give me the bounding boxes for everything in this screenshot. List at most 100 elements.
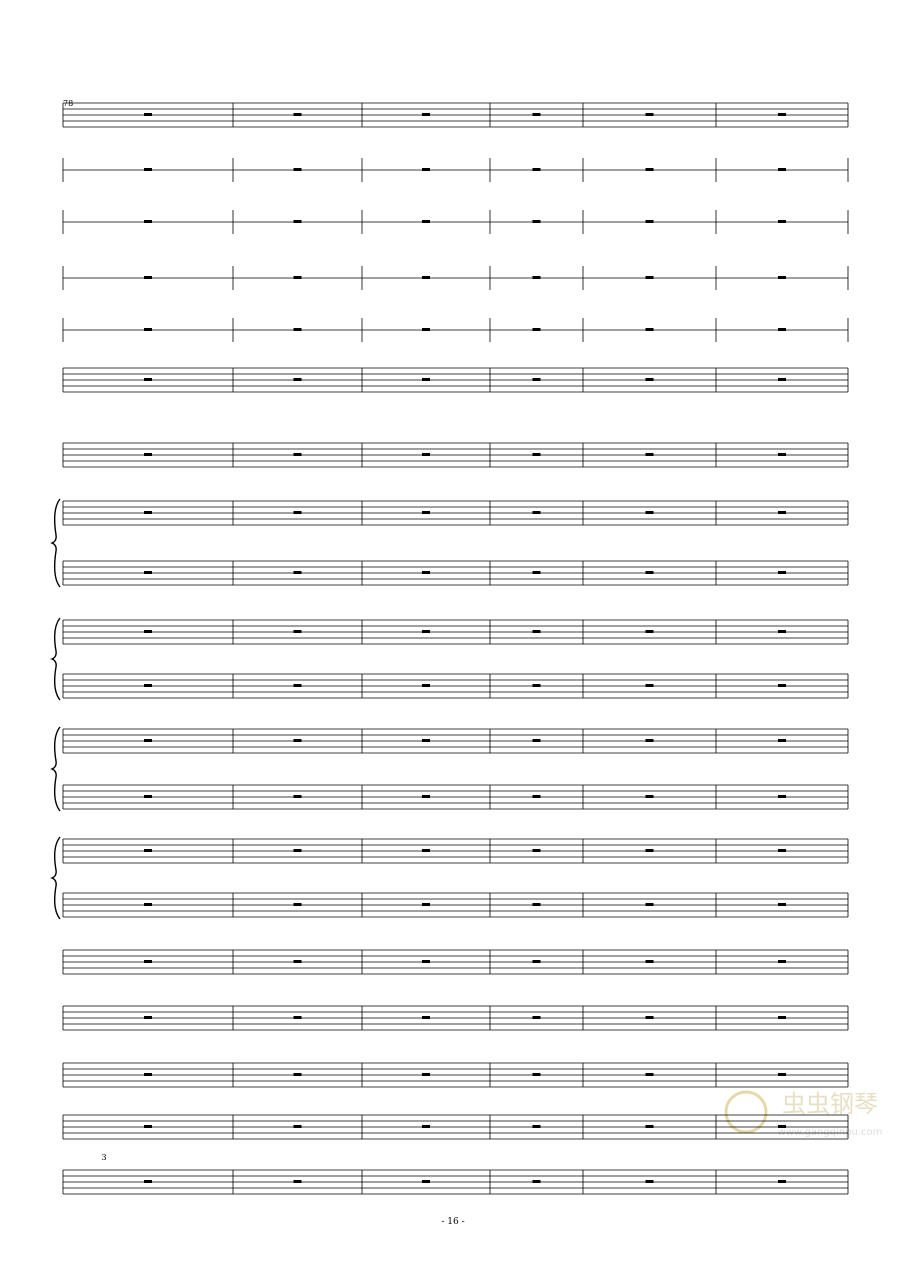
rest: [645, 795, 654, 798]
rest: [532, 378, 541, 381]
rest: [645, 960, 654, 963]
rest: [293, 113, 302, 116]
rest: [293, 453, 302, 456]
rest: [422, 903, 430, 906]
rest: [778, 571, 786, 574]
rest: [422, 849, 430, 852]
rest: [778, 378, 786, 381]
rest: [645, 1073, 654, 1076]
rest: [532, 1180, 541, 1183]
rest: [778, 168, 786, 171]
rest: [144, 276, 152, 279]
rest: [422, 511, 430, 514]
rest: [422, 571, 430, 574]
rest: [645, 849, 654, 852]
rest: [645, 453, 654, 456]
rest: [645, 113, 654, 116]
rest: [144, 960, 152, 963]
rest: [293, 1016, 302, 1019]
rest: [645, 903, 654, 906]
rest: [422, 795, 430, 798]
rest: [778, 220, 786, 223]
rest: [645, 1125, 654, 1128]
rest: [293, 684, 302, 687]
rest: [645, 378, 654, 381]
triplet-mark: 3: [101, 1153, 106, 1162]
rest: [422, 960, 430, 963]
rest: [422, 453, 430, 456]
brace: [50, 836, 61, 920]
rest: [422, 1125, 430, 1128]
rest: [422, 168, 430, 171]
rest: [293, 630, 302, 633]
rest: [778, 1073, 786, 1076]
rest: [293, 511, 302, 514]
rest: [778, 453, 786, 456]
rest: [422, 739, 430, 742]
rest: [645, 1016, 654, 1019]
rest: [778, 739, 786, 742]
brace: [50, 498, 61, 588]
rest: [532, 511, 541, 514]
rest: [422, 684, 430, 687]
rest: [144, 903, 152, 906]
rest: [645, 328, 654, 331]
rest: [144, 630, 152, 633]
rest: [532, 795, 541, 798]
rest: [144, 684, 152, 687]
rest: [645, 684, 654, 687]
rest: [144, 1125, 152, 1128]
rest: [532, 960, 541, 963]
rest: [293, 795, 302, 798]
rest: [144, 328, 152, 331]
rest: [778, 849, 786, 852]
rest: [293, 328, 302, 331]
rest: [532, 849, 541, 852]
rest: [645, 220, 654, 223]
rest: [144, 168, 152, 171]
rest: [778, 1016, 786, 1019]
rest: [778, 328, 786, 331]
rest: [422, 1180, 430, 1183]
brace: [50, 726, 61, 812]
rest: [645, 511, 654, 514]
rest: [532, 571, 541, 574]
watermark-url: www.gangqinpu.com: [778, 1127, 883, 1138]
rest: [422, 1073, 430, 1076]
rest: [532, 328, 541, 331]
rest: [293, 739, 302, 742]
rest: [532, 630, 541, 633]
rest: [778, 795, 786, 798]
rest: [778, 1125, 786, 1128]
rest: [144, 511, 152, 514]
rest: [144, 220, 152, 223]
rest: [532, 220, 541, 223]
rest: [144, 1073, 152, 1076]
rest: [422, 328, 430, 331]
rest: [532, 168, 541, 171]
rest: [645, 168, 654, 171]
rest: [532, 276, 541, 279]
rest: [293, 903, 302, 906]
watermark-brand: 虫虫钢琴: [782, 1090, 878, 1118]
rest: [645, 1180, 654, 1183]
rest: [422, 220, 430, 223]
rest: [144, 453, 152, 456]
rest: [293, 1180, 302, 1183]
rest: [645, 739, 654, 742]
rest: [778, 630, 786, 633]
rest: [293, 168, 302, 171]
rest: [778, 960, 786, 963]
rest: [422, 276, 430, 279]
rest: [532, 1016, 541, 1019]
rest: [532, 1125, 541, 1128]
rest: [144, 113, 152, 116]
rest: [422, 113, 430, 116]
rest: [532, 684, 541, 687]
rest: [144, 1180, 152, 1183]
rest: [144, 739, 152, 742]
rest: [532, 903, 541, 906]
rest: [293, 1125, 302, 1128]
